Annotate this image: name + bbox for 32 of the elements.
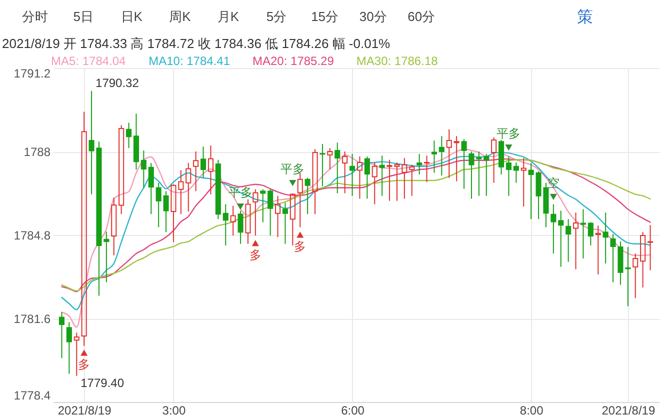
text: MA20: 1785.29 [252, 54, 334, 68]
y-tick-label: 1788 [24, 145, 51, 159]
text: 周K [169, 9, 192, 24]
x-tick-label: 2021/8/19 [58, 404, 112, 418]
y-tick-label: 1781.6 [14, 312, 51, 326]
x-tick-label: 3:00 [162, 404, 186, 418]
x-tick-label: 8:00 [520, 404, 544, 418]
y-tick-label: 1791.2 [14, 66, 51, 80]
text: 30分 [359, 9, 387, 24]
data-label: 平多 [496, 126, 521, 141]
text: 5分 [266, 9, 287, 24]
text: 分时 [22, 9, 48, 24]
text: MA5: 1784.04 [51, 54, 126, 68]
data-label: 平多 [280, 162, 305, 176]
text: MA10: 1784.41 [148, 54, 230, 68]
text: 5日 [73, 9, 94, 24]
data-label: 多 [78, 358, 90, 372]
text: 1779.40 [80, 376, 124, 390]
text: 2021/8/19 开 1784.33 高 1784.72 收 1784.36 低 1784.26 幅 -0.01% [2, 36, 391, 51]
text: 日K [120, 9, 143, 24]
text: 15分 [311, 9, 339, 24]
x-tick-label: 6:00 [341, 404, 365, 418]
x-tick-label: 2021/8/19 [602, 404, 656, 418]
text: 策 [577, 8, 593, 26]
text: 60分 [408, 9, 436, 24]
text: 1790.32 [96, 76, 139, 90]
data-label: 多 [294, 240, 306, 254]
data-label: 多 [249, 248, 262, 262]
text: MA30: 1786.18 [356, 54, 438, 68]
text: 月K [217, 9, 240, 24]
y-tick-label: 1784.8 [14, 228, 51, 242]
y-tick-label: 1778.4 [14, 388, 51, 402]
